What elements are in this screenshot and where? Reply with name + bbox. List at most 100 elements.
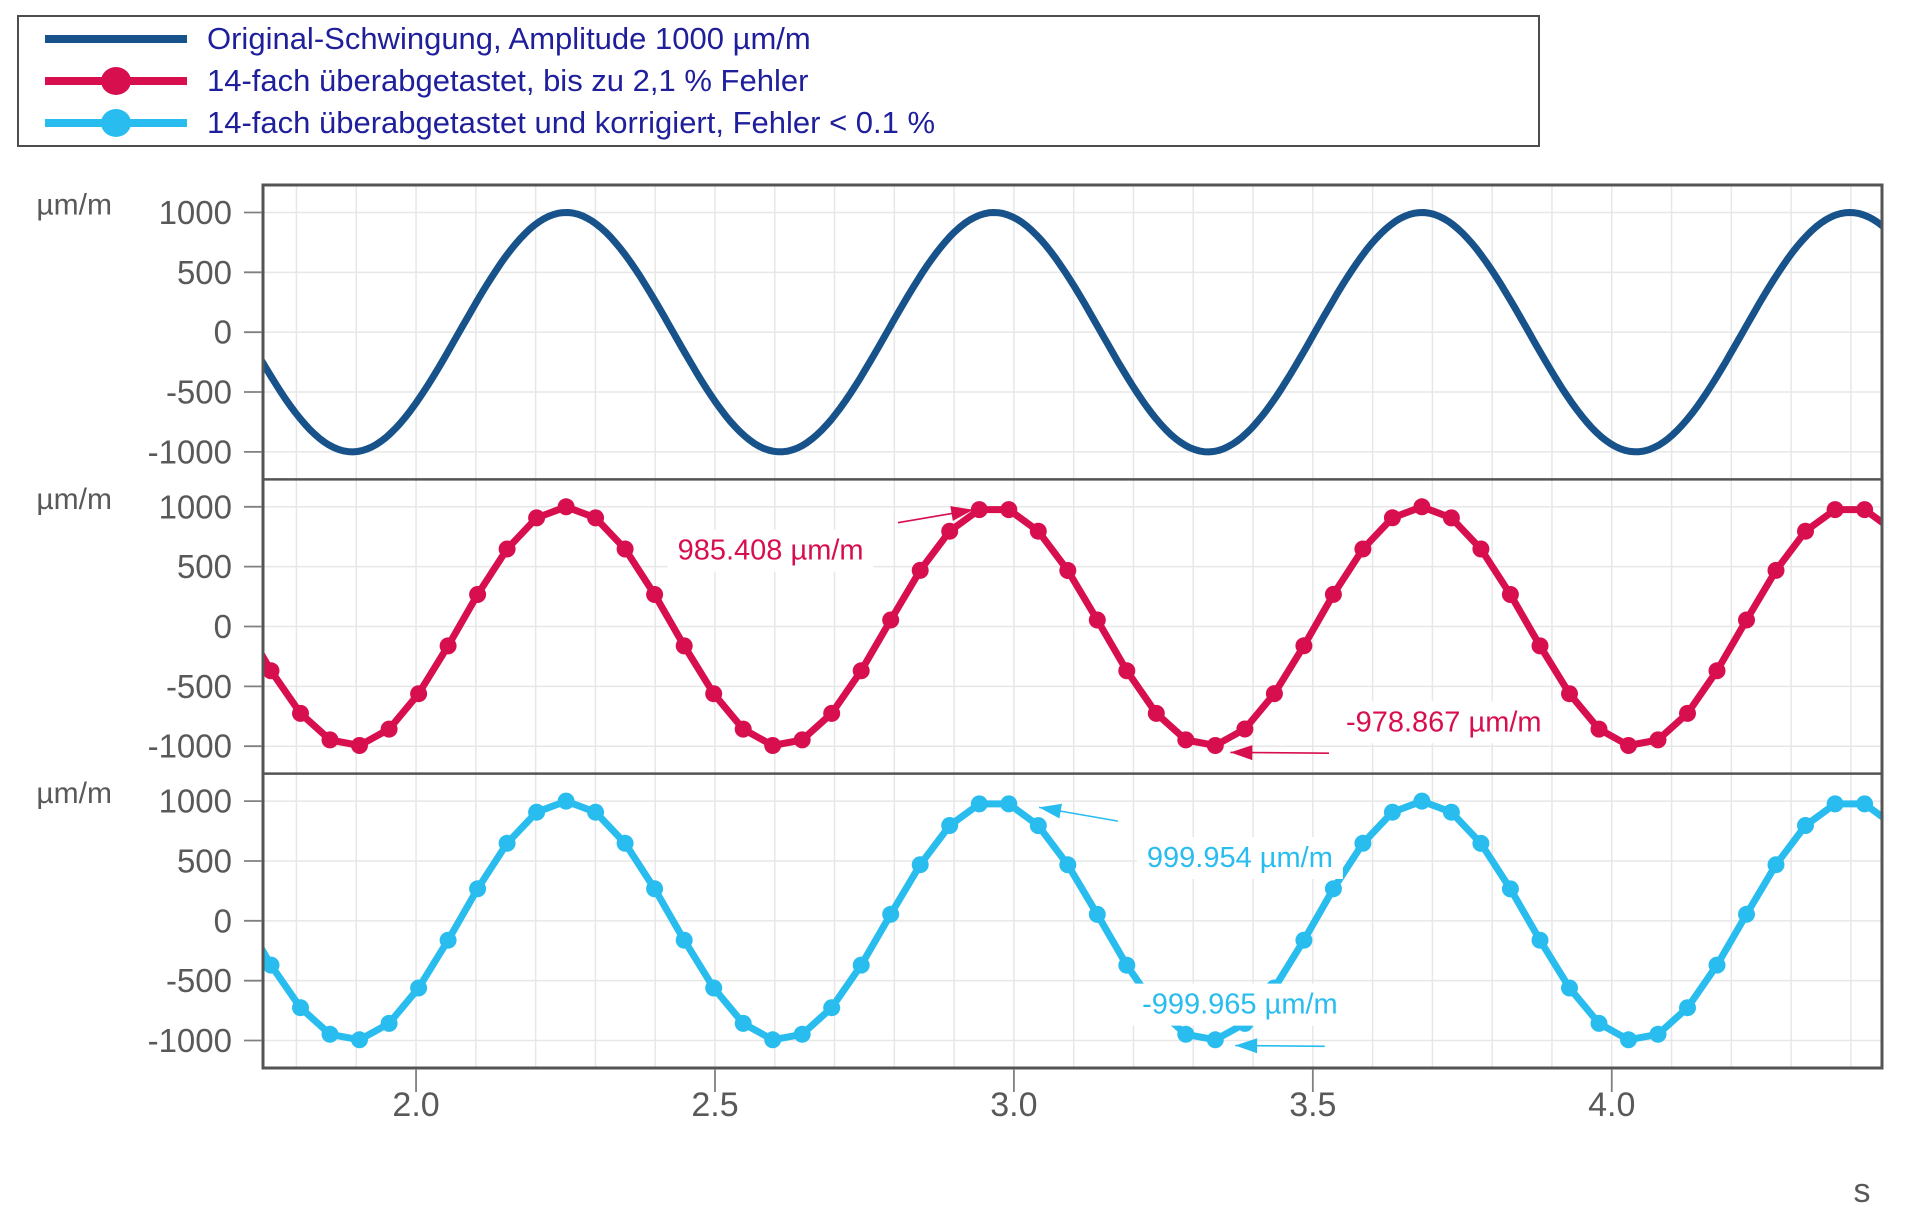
sample-marker	[705, 979, 723, 997]
sample-marker	[1177, 1025, 1195, 1043]
sample-marker	[764, 737, 782, 754]
y-tick-label: -500	[166, 962, 232, 999]
x-tick-label: 2.5	[691, 1086, 738, 1124]
y-tick-label: -500	[166, 374, 232, 411]
sample-marker	[498, 540, 516, 558]
sample-marker	[1029, 522, 1047, 540]
sample-marker	[1856, 795, 1874, 813]
sample-marker	[1620, 1031, 1637, 1049]
x-tick-label: 3.5	[1289, 1086, 1336, 1124]
sample-marker	[1354, 540, 1372, 558]
annotation-text: -999.965 µm/m	[1142, 989, 1338, 1021]
y-tick-label: 0	[214, 902, 232, 939]
sample-marker	[263, 956, 280, 974]
sample-marker	[1856, 501, 1874, 519]
oversampled-curve-group	[263, 498, 1882, 754]
sample-marker	[587, 509, 605, 527]
sample-marker	[970, 795, 988, 813]
sample-marker	[675, 637, 693, 655]
sample-marker	[1000, 501, 1018, 519]
y-tick-label: -1000	[148, 1022, 232, 1059]
sample-marker	[1826, 795, 1844, 813]
y-tick-label: 500	[177, 254, 232, 291]
sample-marker	[1886, 817, 1903, 834]
sample-marker	[1118, 956, 1136, 974]
y-tick-label: 1000	[159, 194, 232, 231]
sample-marker	[1324, 585, 1342, 603]
sample-marker	[734, 720, 752, 738]
gridlines	[263, 185, 1882, 1068]
sample-marker	[351, 737, 368, 754]
y-unit-label: µm/m	[36, 189, 112, 222]
oversampled-annotation-0: 985.408 µm/m	[667, 506, 974, 572]
sample-marker	[793, 1025, 811, 1043]
plot-frame	[261, 183, 1884, 1070]
sample-marker	[970, 501, 988, 519]
sample-marker	[1738, 905, 1755, 923]
sample-marker	[764, 1031, 782, 1049]
sample-marker	[1236, 720, 1254, 738]
y-tick-label: -500	[166, 668, 232, 705]
annotation-arrowhead	[1235, 1038, 1258, 1054]
sample-marker	[1295, 931, 1313, 949]
sample-marker	[1797, 522, 1814, 540]
sample-marker	[1561, 979, 1578, 997]
y-tick-label: -1000	[148, 433, 232, 470]
sample-marker	[1620, 737, 1637, 754]
legend-row-corrected: 14-fach überabgetastet und korrigiert, F…	[19, 103, 1538, 143]
sample-marker	[852, 662, 870, 680]
x-tick-label: 2.0	[392, 1086, 439, 1124]
sample-marker	[439, 637, 457, 655]
y-unit-label: µm/m	[36, 777, 112, 810]
original-line-swatch	[45, 35, 187, 43]
annotation-text-background	[667, 529, 874, 572]
sample-marker	[675, 931, 693, 949]
sample-marker	[1472, 834, 1490, 852]
sample-marker	[1679, 704, 1696, 722]
y-tick-label: 1000	[159, 783, 232, 820]
sample-marker	[528, 803, 546, 821]
sample-marker	[1383, 803, 1401, 821]
sample-marker	[1797, 817, 1814, 834]
oversampled-line-marker-swatch	[45, 67, 187, 95]
sample-marker	[1029, 817, 1047, 835]
sample-marker	[852, 956, 870, 974]
sample-marker	[823, 704, 841, 722]
original-curve-group	[263, 209, 1882, 456]
sample-marker	[1383, 509, 1401, 527]
sample-marker	[911, 856, 929, 874]
corrected-annotation-0: 999.954 µm/m	[1038, 803, 1343, 879]
sample-marker	[1206, 1031, 1224, 1049]
oversampled-markers	[263, 498, 1874, 754]
annotation-text: -978.867 µm/m	[1346, 706, 1542, 738]
sample-marker	[1738, 611, 1755, 629]
sample-marker	[1649, 731, 1667, 749]
sample-marker	[1767, 856, 1785, 874]
annotation-text-background	[1335, 701, 1552, 744]
sample-marker	[1442, 803, 1460, 821]
sample-marker	[1442, 509, 1460, 527]
sample-marker	[351, 1031, 368, 1049]
sample-marker	[410, 979, 428, 997]
sample-marker	[1590, 720, 1608, 738]
sample-marker	[793, 731, 811, 749]
sample-marker	[439, 931, 457, 949]
annotation-text: 985.408 µm/m	[678, 535, 864, 567]
sample-marker	[646, 880, 664, 898]
sample-marker	[321, 731, 339, 749]
sample-marker	[528, 509, 546, 527]
sample-marker	[823, 999, 841, 1017]
x-tick-label: 3.0	[990, 1086, 1037, 1124]
oversampled-annotation-1: -978.867 µm/m	[1230, 701, 1552, 761]
sample-marker	[1590, 1014, 1608, 1032]
sample-marker	[1206, 737, 1224, 754]
sample-marker	[1472, 540, 1490, 558]
tick-marks	[244, 211, 1613, 1092]
annotation-text-background	[1136, 836, 1343, 879]
sample-marker	[469, 586, 487, 603]
legend-row-original: Original-Schwingung, Amplitude 1000 µm/m	[19, 19, 1538, 59]
y-tick-label: 0	[214, 608, 232, 645]
sample-marker	[1501, 880, 1519, 898]
sample-marker	[882, 611, 900, 629]
sample-marker	[1501, 586, 1519, 603]
